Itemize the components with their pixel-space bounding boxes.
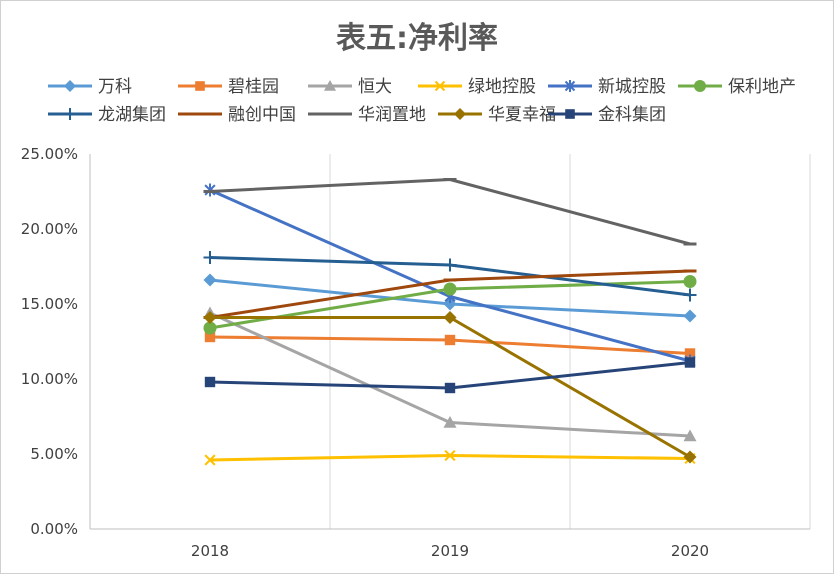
legend-item: 万科 xyxy=(48,77,132,97)
series-marker xyxy=(443,258,457,272)
series-marker xyxy=(444,334,456,346)
series-1 xyxy=(204,331,696,359)
legend-label: 华润置地 xyxy=(358,105,426,125)
series-marker xyxy=(204,454,216,466)
legend-item: 龙湖集团 xyxy=(48,105,166,125)
series-marker xyxy=(64,108,76,120)
series-marker xyxy=(684,357,696,368)
y-axis: 0.00% 5.00% 10.00% 15.00% 20.00% 25.00% xyxy=(21,145,91,538)
legend-label: 金科集团 xyxy=(598,105,666,125)
legend-label: 龙湖集团 xyxy=(98,105,166,125)
legend-item: 绿地控股 xyxy=(418,77,536,97)
series-marker xyxy=(683,429,697,442)
series-marker xyxy=(683,450,697,464)
series-marker xyxy=(203,251,217,264)
legend-item: 碧桂园 xyxy=(178,77,279,97)
legend-label: 融创中国 xyxy=(228,105,296,125)
series-marker xyxy=(684,348,696,359)
x-tick-label: 2019 xyxy=(431,542,469,560)
x-tick-label: 2018 xyxy=(191,542,229,560)
series-marker xyxy=(64,80,76,92)
legend-label: 华夏幸福 xyxy=(488,105,556,125)
y-tick-label: 15.00% xyxy=(21,295,78,313)
legend-label: 恒大 xyxy=(358,77,392,97)
gridlines xyxy=(329,154,811,529)
series-marker xyxy=(203,311,217,324)
y-tick-label: 5.00% xyxy=(30,445,78,463)
series-marker xyxy=(683,288,697,302)
x-axis: 2018 2019 2020 xyxy=(90,528,810,560)
series-marker xyxy=(443,282,457,296)
y-tick-label: 10.00% xyxy=(21,370,78,388)
series-marker xyxy=(683,275,697,288)
legend-item: 华润置地 xyxy=(308,105,426,125)
series-marker xyxy=(444,449,456,462)
series-marker xyxy=(324,80,336,91)
series-6 xyxy=(203,251,697,302)
y-tick-label: 20.00% xyxy=(21,220,78,238)
y-tick-label: 25.00% xyxy=(21,145,78,163)
legend-item: 融创中国 xyxy=(178,105,296,125)
series-marker xyxy=(195,81,205,91)
series-marker xyxy=(683,309,697,323)
legend-label: 新城控股 xyxy=(598,77,666,97)
series-marker xyxy=(444,382,456,394)
series-marker xyxy=(454,108,466,120)
legend-item: 保利地产 xyxy=(678,77,796,97)
y-tick-label: 0.00% xyxy=(30,520,78,538)
series-marker xyxy=(565,109,575,119)
series-10 xyxy=(204,357,696,394)
legend-item: 新城控股 xyxy=(548,77,666,97)
series-marker xyxy=(443,416,457,428)
series-marker xyxy=(694,80,706,92)
legend-label: 保利地产 xyxy=(728,77,796,97)
legend-item: 金科集团 xyxy=(548,105,666,125)
series-marker xyxy=(564,80,576,92)
chart-title: 表五:净利率 xyxy=(336,21,498,56)
series-9 xyxy=(203,311,697,464)
legend-label: 碧桂园 xyxy=(228,77,279,97)
legend-label: 绿地控股 xyxy=(468,77,536,97)
series-8 xyxy=(203,178,697,246)
series-marker xyxy=(203,321,217,335)
series-marker xyxy=(443,311,457,324)
plot-area xyxy=(203,178,697,466)
series-marker xyxy=(204,331,216,343)
x-tick-label: 2020 xyxy=(671,542,709,560)
legend-item: 华夏幸福 xyxy=(438,105,556,125)
legend-item: 恒大 xyxy=(308,77,392,97)
series-marker xyxy=(203,273,217,287)
series-marker xyxy=(204,376,216,388)
legend-label: 万科 xyxy=(98,77,132,97)
series-marker xyxy=(434,80,446,92)
